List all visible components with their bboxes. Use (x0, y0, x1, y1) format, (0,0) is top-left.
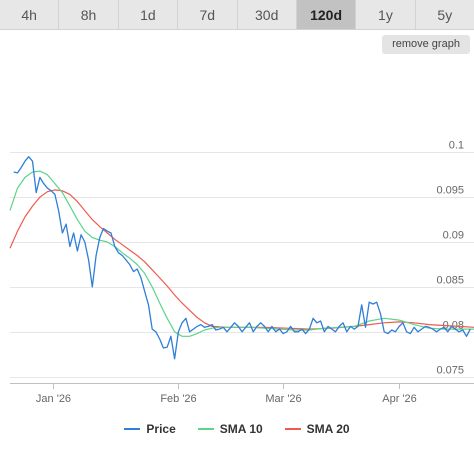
y-tick-label: 0.095 (436, 185, 464, 197)
x-tick-label: Feb '26 (160, 393, 196, 405)
y-tick-label: 0.085 (436, 275, 464, 287)
legend-swatch-sma20 (284, 428, 301, 430)
tab-1d[interactable]: 1d (118, 0, 179, 30)
x-axis-ticks: Jan '26 Feb '26 Mar '26 Apr '26 (36, 383, 417, 405)
legend-item-price[interactable]: Price (124, 422, 176, 436)
tab-4h[interactable]: 4h (0, 0, 60, 30)
tab-1y[interactable]: 1y (356, 0, 416, 30)
grid-lines (10, 152, 474, 384)
legend: Price SMA 10 SMA 20 (0, 420, 474, 438)
series-group (9, 156, 474, 360)
legend-item-sma10[interactable]: SMA 10 (197, 422, 263, 436)
legend-label-price: Price (146, 422, 176, 436)
series-line-price (13, 156, 471, 360)
series-line-sma-20 (9, 189, 474, 330)
legend-item-sma20[interactable]: SMA 20 (284, 422, 350, 436)
x-tick-label: Apr '26 (382, 393, 417, 405)
tab-30d[interactable]: 30d (237, 0, 297, 30)
x-tick-label: Jan '26 (36, 393, 71, 405)
y-tick-label: 0.075 (436, 365, 464, 377)
y-tick-label: 0.1 (449, 140, 464, 152)
legend-label-sma20: SMA 20 (306, 422, 350, 436)
tab-7d[interactable]: 7d (178, 0, 238, 30)
remove-graph-button[interactable]: remove graph (382, 35, 470, 54)
legend-swatch-sma10 (197, 428, 214, 430)
y-tick-label: 0.09 (443, 230, 464, 242)
series-line-sma-10 (9, 170, 474, 337)
tab-8h[interactable]: 8h (59, 0, 119, 30)
timeframe-tabs: 4h 8h 1d 7d 30d 120d 1y 5y (0, 0, 474, 30)
x-tick-label: Mar '26 (265, 393, 301, 405)
legend-swatch-price (124, 428, 141, 430)
tab-5y[interactable]: 5y (415, 0, 474, 30)
tab-120d[interactable]: 120d (296, 0, 357, 30)
legend-label-sma10: SMA 10 (219, 422, 263, 436)
